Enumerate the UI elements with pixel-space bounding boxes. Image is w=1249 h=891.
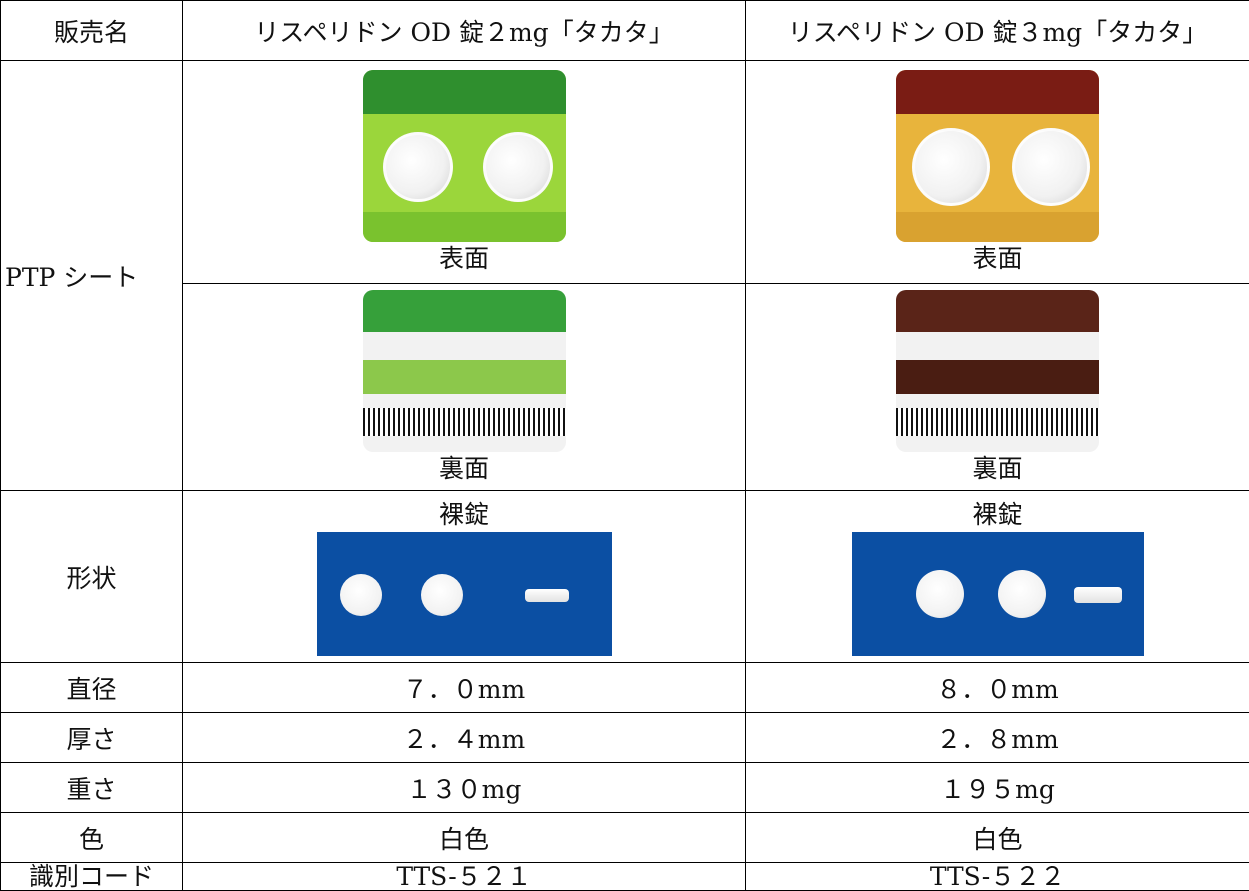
spec-value: ２．４mm [182, 712, 746, 763]
ptp-front-image [896, 70, 1099, 242]
spec-row: 色白色 白色 [0, 812, 1249, 863]
spec-row: 識別コード TTS-５２１ TTS-５２２ [0, 862, 1249, 891]
spec-value: 白色 [745, 812, 1249, 863]
caption: 裸錠 [972, 499, 1023, 529]
header-cell: リスペリドン OD 錠２mg「タカタ」 [182, 0, 746, 61]
shape-cell: 裸錠 [745, 490, 1249, 663]
row-label: 形状 [0, 490, 183, 663]
caption: 裏面 [972, 454, 1023, 483]
row-label: 直径 [0, 662, 183, 713]
ptp-cell: 裏面 [745, 283, 1249, 491]
row-label: 色 [0, 812, 183, 863]
shape-row: 形状 裸錠 裸錠 [0, 490, 1249, 663]
spec-row: 直径 ７．０mm ８．０mm [0, 662, 1249, 713]
image-barcode [362, 408, 566, 436]
spec-value: ２．８mm [745, 712, 1249, 763]
spec-value: TTS-５２２ [745, 862, 1249, 891]
image-tablet [382, 132, 453, 202]
row-label: 識別コード [0, 862, 183, 891]
tablet-face [420, 573, 463, 616]
image-band [896, 360, 1099, 394]
header-row: 販売名 リスペリドン OD 錠２mg「タカタ」 リスペリドン OD 錠３mg「タ… [0, 0, 1249, 61]
ptp-back-row: 裏面 裏面 [1, 283, 1249, 491]
image-band [362, 290, 566, 332]
spec-row: 重さ １３０mg １９５mg [0, 762, 1249, 813]
header-cell: 販売名 [0, 0, 183, 61]
ptp-cell: 表面 [745, 60, 1249, 284]
image-band [896, 212, 1099, 242]
shape-cell: 裸錠 [182, 490, 746, 663]
image-tablet [912, 128, 990, 206]
caption: 裸錠 [438, 499, 489, 529]
tablet-face [915, 569, 964, 618]
spec-value: ７．０mm [182, 662, 746, 713]
image-tablet [482, 132, 553, 202]
ptp-front-image [362, 70, 566, 242]
caption: 裏面 [438, 454, 489, 483]
spec-row: 厚さ ２．４mm ２．８mm [0, 712, 1249, 763]
spec-value: ８．０mm [745, 662, 1249, 713]
spec-value: TTS-５２１ [182, 862, 746, 891]
spec-value: 白色 [182, 812, 746, 863]
ptp-cell: 表面 [182, 60, 746, 284]
ptp-back-image [362, 290, 566, 452]
spec-rows: 直径 ７．０mm ８．０mm 厚さ ２．４mm ２．８mm 重さ １３０mg １９５mg 色白色白… [0, 662, 1249, 891]
image-band [362, 212, 566, 242]
row-label: 厚さ [0, 712, 183, 763]
row-label: PTP シート [0, 60, 183, 491]
image-band [896, 70, 1099, 114]
tablet-photo [851, 531, 1144, 656]
caption: 表面 [438, 244, 489, 273]
ptp-back-image [896, 290, 1099, 452]
caption: 表面 [972, 244, 1023, 273]
ptp-cell: 裏面 [182, 283, 746, 491]
row-label: 重さ [0, 762, 183, 813]
tablet-side [524, 588, 569, 602]
ptp-front-row: PTP シート 表面 表面 [0, 60, 1249, 491]
image-band [896, 290, 1099, 332]
image-band [362, 360, 566, 394]
image-barcode [896, 408, 1099, 436]
spec-value: １９５mg [745, 762, 1249, 813]
header-cell: リスペリドン OD 錠３mg「タカタ」 [745, 0, 1249, 61]
tablet-face [339, 573, 382, 616]
tablet-side [1073, 586, 1122, 603]
image-band [362, 70, 566, 114]
tablet-photo [316, 531, 612, 656]
tablet-face [997, 569, 1046, 618]
image-tablet [1012, 128, 1090, 206]
spec-value: １３０mg [182, 762, 746, 813]
